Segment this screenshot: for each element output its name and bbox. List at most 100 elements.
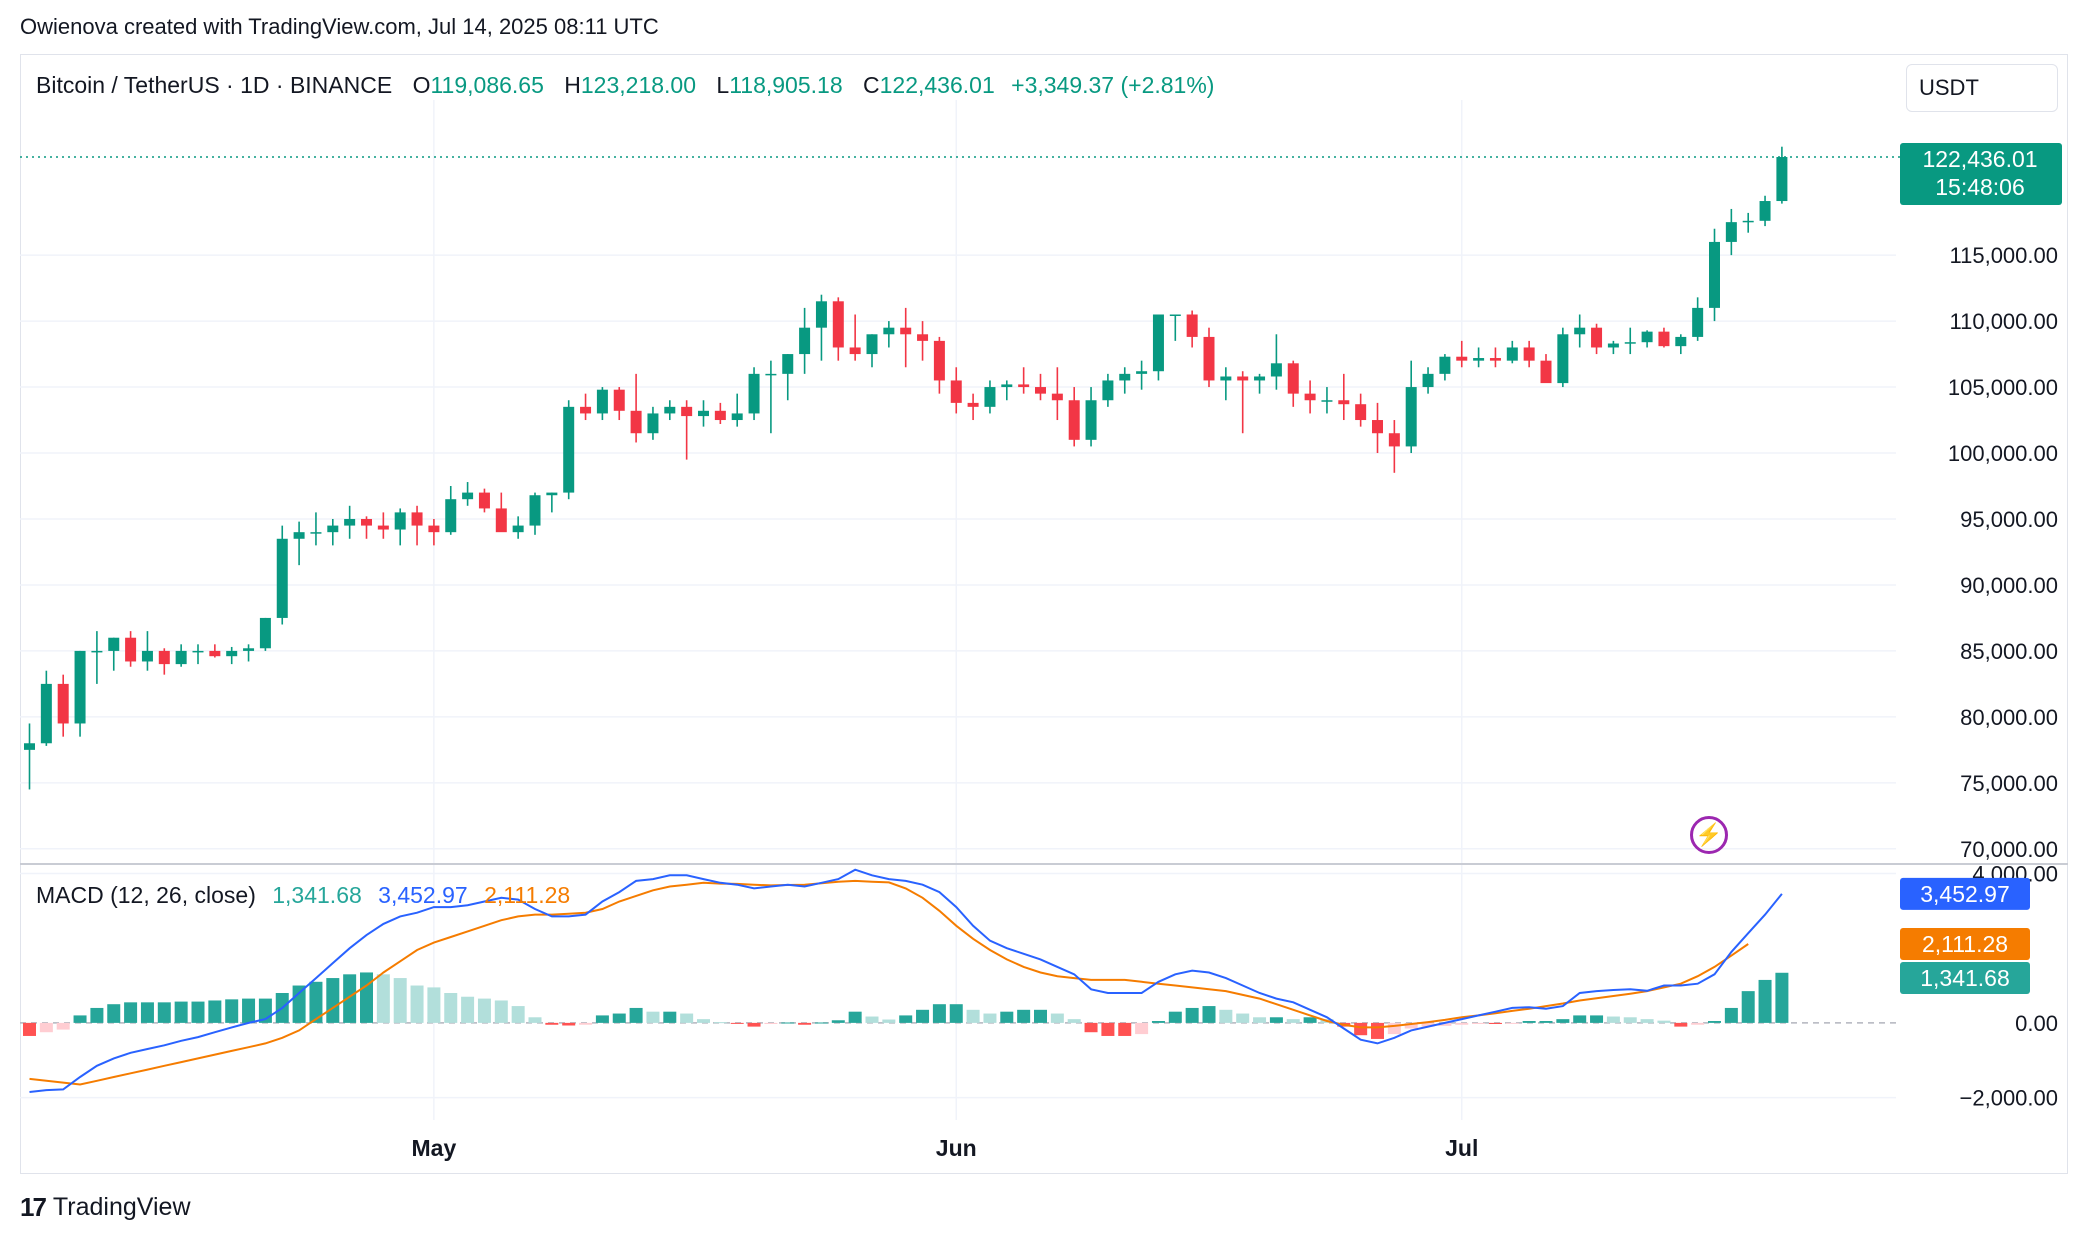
price-tick-label: 115,000.00	[1950, 243, 2058, 268]
macd-histogram-bar	[798, 1022, 812, 1025]
macd-histogram-bar	[781, 1022, 795, 1024]
candle-body	[293, 532, 305, 539]
macd-histogram-bar	[848, 1011, 862, 1023]
low-label: L	[716, 72, 730, 98]
high-value: 123,218.00	[580, 72, 697, 98]
macd-histogram-bar	[494, 1000, 508, 1023]
candle-body	[1119, 373, 1131, 381]
macd-histogram-bar	[663, 1011, 677, 1023]
macd-histogram-bar	[1472, 1022, 1486, 1025]
macd-histogram-bar	[1674, 1022, 1688, 1027]
macd-title[interactable]: MACD (12, 26, close)	[36, 882, 256, 908]
candle-body	[984, 387, 996, 407]
macd-histogram-bar	[528, 1017, 542, 1023]
macd-hist-value: 1,341.68	[272, 882, 362, 908]
candle-body	[192, 650, 204, 653]
macd-histogram-bar	[680, 1013, 694, 1023]
candle-body	[1725, 222, 1737, 242]
candle-body	[546, 492, 558, 496]
candle-body	[344, 518, 356, 526]
axes: 70,000.00 75,000.00 80,000.00 85,000.00 90,0…	[20, 143, 2068, 1161]
macd-histogram-bar	[90, 1007, 104, 1023]
histogram-value-badge-text: 1,341.68	[1920, 965, 2010, 991]
macd-histogram-bar	[427, 987, 441, 1023]
candle-body	[1473, 358, 1485, 361]
signal-value-badge	[1900, 928, 2030, 961]
macd-histogram-bar	[1135, 1022, 1149, 1035]
candle-body	[1607, 343, 1619, 348]
macd-histogram-bar	[1522, 1021, 1536, 1023]
close-value: 122,436.01	[879, 72, 995, 98]
candle-body	[1641, 331, 1653, 343]
macd-histogram-bar	[1606, 1016, 1620, 1023]
macd-histogram-bar	[595, 1015, 609, 1023]
last-price-badge	[1900, 143, 2062, 206]
symbol-label[interactable]: Bitcoin / TetherUS · 1D · BINANCE	[36, 72, 393, 98]
macd-histogram-bar	[916, 1009, 930, 1023]
candle-body	[1759, 201, 1771, 221]
candle-body	[1456, 356, 1468, 361]
time-tick-label: May	[412, 1135, 457, 1161]
candle-body	[1169, 314, 1181, 316]
macd-histogram-bar	[814, 1022, 828, 1024]
candle-body	[125, 637, 137, 662]
candle-body	[967, 402, 979, 407]
macd-histogram-bar	[1371, 1022, 1384, 1039]
low-value: 118,905.18	[729, 72, 843, 98]
macd-histogram-bar	[1657, 1020, 1671, 1023]
macd-histogram-bar	[697, 1019, 710, 1023]
macd-histogram-bar	[1438, 1022, 1452, 1026]
candle-body	[765, 373, 777, 376]
macd-pane	[20, 868, 1896, 1093]
candle-body	[276, 538, 288, 618]
macd-histogram-bar	[242, 998, 256, 1023]
candle-body	[698, 410, 709, 417]
currency-selector[interactable]: USDT	[1906, 64, 2058, 112]
candle-body	[1304, 393, 1316, 401]
macd-histogram-bar	[292, 985, 306, 1023]
candle-body	[57, 683, 69, 724]
candle-body	[681, 406, 693, 417]
macd-histogram-bar	[646, 1011, 660, 1023]
candle-body	[1658, 331, 1670, 347]
signal-value-badge-text: 2,111.28	[1922, 931, 2008, 957]
macd-histogram-bar	[966, 1009, 980, 1023]
macd-histogram-bar	[983, 1013, 997, 1023]
candle-body	[1624, 342, 1636, 344]
price-tick-label: 110,000.00	[1950, 309, 2058, 334]
candle-body	[1439, 356, 1451, 374]
candle-body	[849, 347, 861, 355]
ohlc-legend: Bitcoin / TetherUS · 1D · BINANCE O119,0…	[36, 72, 1214, 99]
candle-body	[1001, 384, 1013, 388]
macd-histogram-bar	[174, 1001, 188, 1023]
macd-histogram-bar	[629, 1007, 643, 1023]
macd-histogram-bar	[1202, 1006, 1216, 1023]
candle-body	[883, 327, 895, 335]
macd-histogram-bar	[1286, 1019, 1300, 1023]
macd-histogram-bar	[1404, 1022, 1418, 1029]
macd-histogram-bar	[1236, 1013, 1250, 1023]
candle-body	[1338, 400, 1350, 405]
macd-histogram-bar	[461, 996, 475, 1023]
candle-body	[1186, 314, 1198, 337]
candle-body	[1085, 400, 1097, 440]
macd-histogram-bar	[865, 1016, 879, 1023]
macd-histogram-bar	[1253, 1017, 1267, 1023]
candle-body	[1287, 363, 1299, 394]
macd-value-badge	[1900, 877, 2030, 910]
candle-body	[1018, 384, 1030, 388]
macd-histogram-bar	[1084, 1022, 1098, 1033]
flash-icon[interactable]: ⚡	[1690, 816, 1728, 854]
candle-body	[361, 518, 372, 526]
macd-histogram-bar	[326, 978, 340, 1023]
macd-histogram-bar	[1455, 1022, 1469, 1025]
time-tick-label: Jun	[936, 1135, 977, 1161]
candle-body	[731, 413, 743, 421]
candle-body	[428, 525, 440, 533]
macd-histogram-bar	[39, 1022, 53, 1033]
macd-histogram-bar	[1421, 1022, 1435, 1027]
candle-body	[1237, 376, 1249, 381]
macd-histogram-bar	[107, 1004, 121, 1023]
candle-body	[748, 373, 760, 414]
